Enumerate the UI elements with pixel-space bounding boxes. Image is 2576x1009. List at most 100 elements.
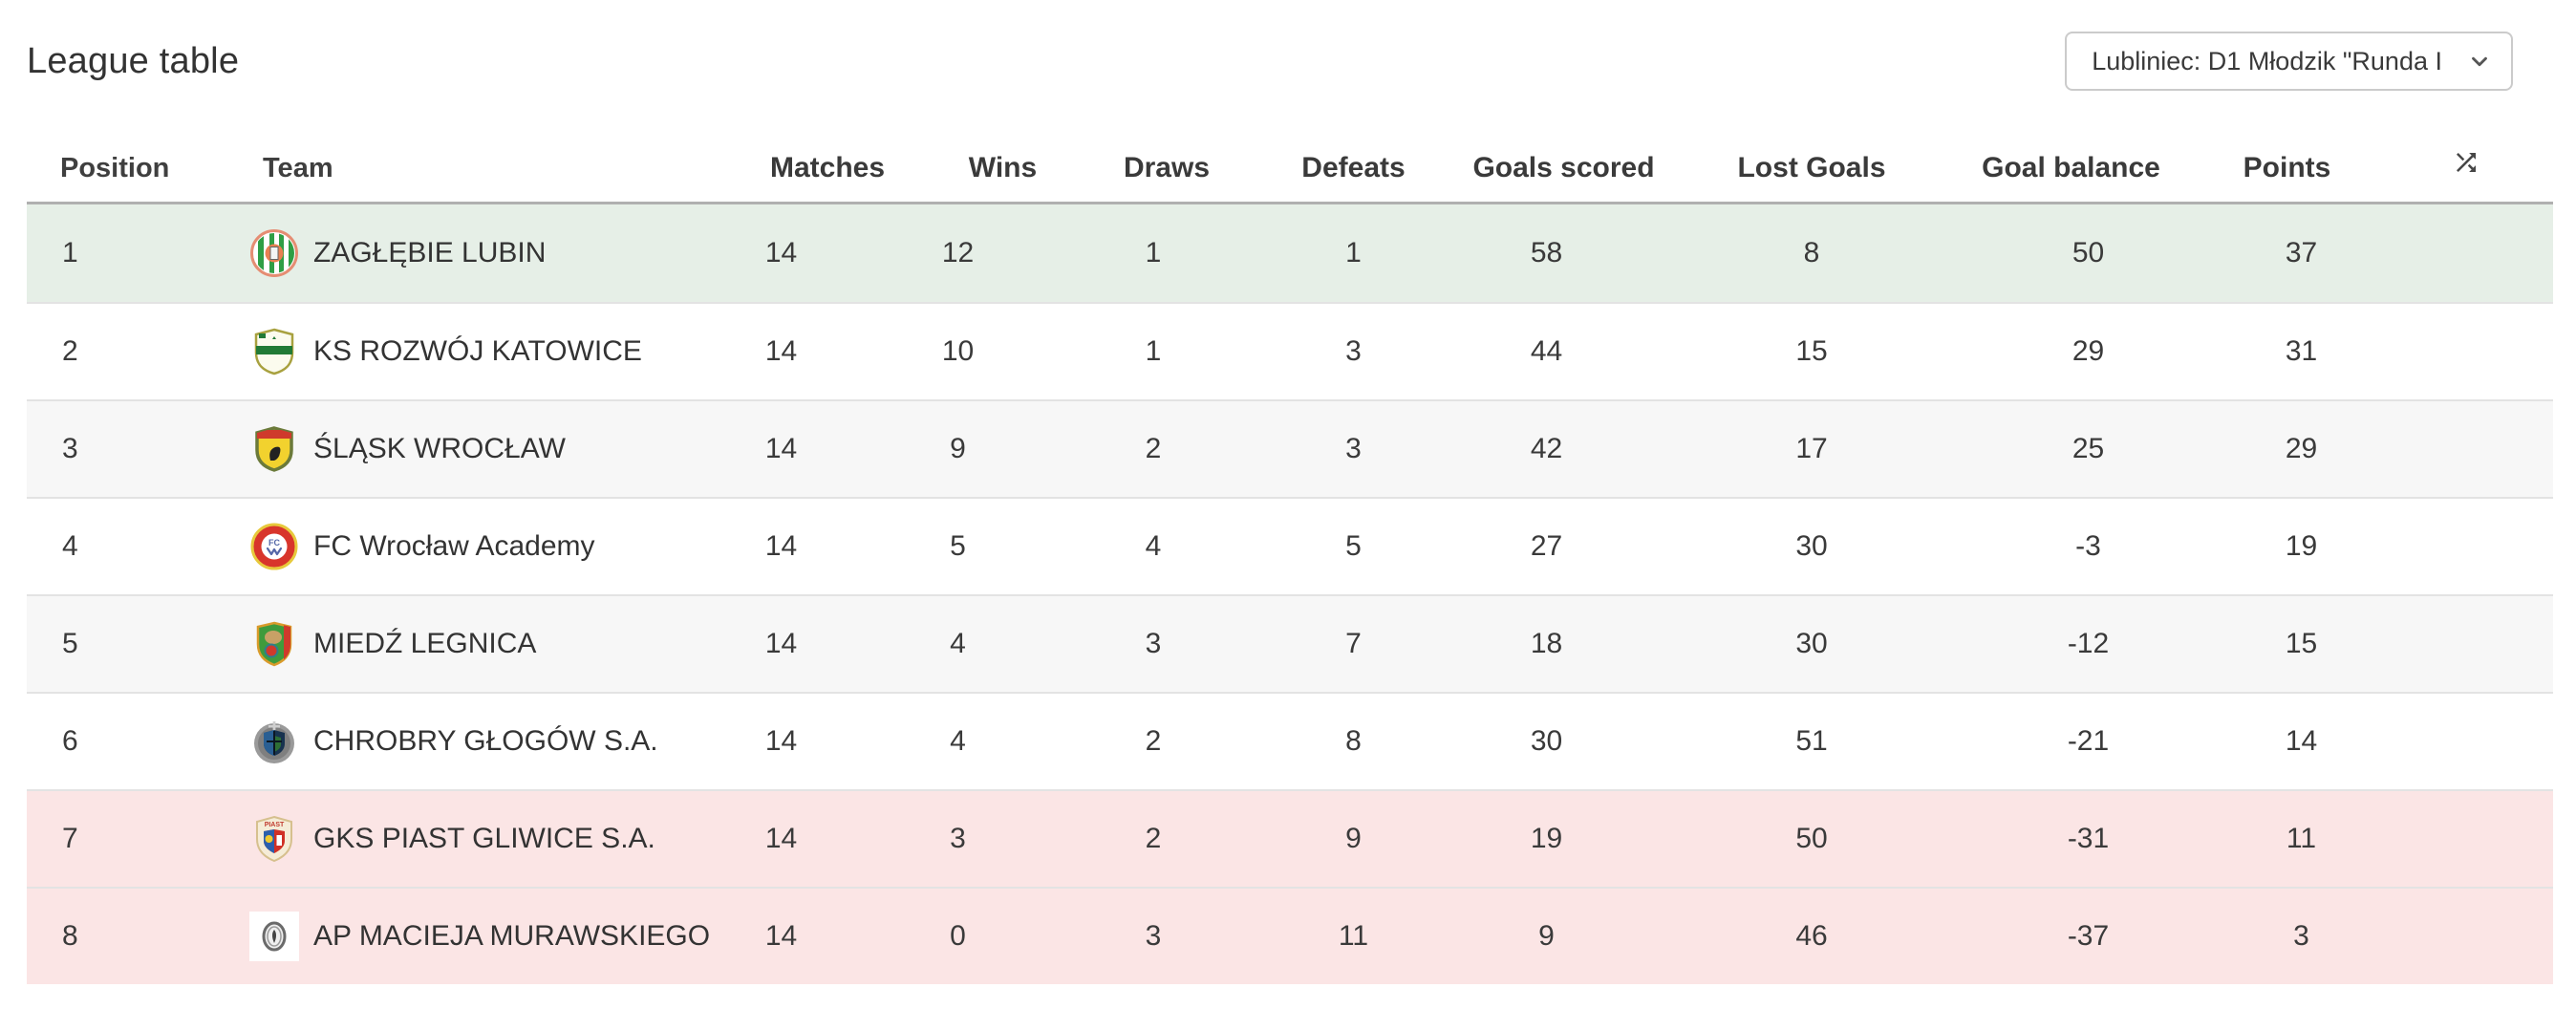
lost-goals-cell: 50 [1795, 823, 1828, 854]
wins-cell: 12 [941, 237, 975, 268]
draws-cell: 1 [1145, 237, 1162, 268]
team-badge-ap-macieja-murawskiego [248, 912, 299, 962]
team-name: GKS PIAST GLIWICE S.A. [313, 823, 655, 854]
wins-cell: 4 [950, 628, 966, 659]
col-header-lost-goals: Lost Goals [1737, 152, 1886, 183]
matches-cell: 14 [764, 920, 798, 952]
team-badge-chrobry-glogow [248, 717, 299, 767]
table-row: 1 ZAGŁĘBIE LUBIN 14 12 1 1 58 8 50 37 [27, 204, 2553, 302]
league-selector-dropdown[interactable]: Lubliniec: D1 Młodzik "Runda I [2065, 32, 2513, 91]
wins-cell: 9 [950, 433, 966, 464]
goal-balance-cell: -31 [2067, 823, 2110, 854]
league-selector-value: Lubliniec: D1 Młodzik "Runda I [2092, 46, 2442, 75]
svg-text:PIAST: PIAST [264, 822, 284, 828]
team-badge-zaglebie-lubin [248, 228, 299, 279]
draws-cell: 4 [1145, 530, 1162, 562]
position-cell: 4 [62, 530, 78, 562]
points-cell: 14 [2285, 725, 2318, 757]
position-cell: 3 [62, 433, 78, 464]
team-badge-miedz-legnica [248, 619, 299, 670]
team-cell: ZAGŁĘBIE LUBIN [204, 228, 698, 279]
points-cell: 15 [2285, 628, 2318, 659]
matches-cell: 14 [764, 823, 798, 854]
lost-goals-cell: 15 [1795, 335, 1828, 367]
lost-goals-cell: 8 [1803, 237, 1820, 268]
team-cell: FC FC Wrocław Academy [204, 522, 698, 572]
team-badge-rozwoj-katowice [248, 327, 299, 377]
points-cell: 3 [2293, 920, 2309, 952]
table-row: 2 KS ROZWÓJ KATOWICE 14 10 1 3 44 15 29 … [27, 302, 2553, 399]
lost-goals-cell: 30 [1795, 530, 1828, 562]
team-cell: PIAST GKS PIAST GLIWICE S.A. [204, 814, 698, 865]
draws-cell: 2 [1145, 823, 1162, 854]
team-cell: KS ROZWÓJ KATOWICE [204, 327, 698, 377]
table-row: 6 CHROBRY GŁOGÓW S.A. 14 4 2 8 30 51 -21… [27, 692, 2553, 789]
team-name: AP MACIEJA MURAWSKIEGO [313, 920, 711, 952]
draws-cell: 1 [1145, 335, 1162, 367]
defeats-cell: 1 [1345, 237, 1362, 268]
position-cell: 2 [62, 335, 78, 367]
goal-balance-cell: 50 [2072, 237, 2105, 268]
table-row: 4 FC FC Wrocław Academy 14 5 4 5 27 30 -… [27, 497, 2553, 594]
goal-balance-cell: -21 [2067, 725, 2110, 757]
points-cell: 37 [2285, 237, 2318, 268]
points-cell: 11 [2286, 823, 2317, 854]
col-header-wins: Wins [968, 152, 1038, 183]
draws-cell: 2 [1145, 725, 1162, 757]
matches-cell: 14 [764, 725, 798, 757]
defeats-cell: 5 [1345, 530, 1362, 562]
draws-cell: 3 [1145, 920, 1162, 952]
draws-cell: 2 [1145, 433, 1162, 464]
team-name: FC Wrocław Academy [313, 530, 595, 562]
table-row: 7 PIAST GKS PIAST GLIWICE S.A. 14 3 2 9 … [27, 789, 2553, 887]
position-cell: 8 [62, 920, 78, 952]
wins-cell: 5 [950, 530, 966, 562]
col-header-draws: Draws [1123, 152, 1211, 183]
lost-goals-cell: 51 [1795, 725, 1828, 757]
col-header-sort [2379, 148, 2553, 184]
page-title: League table [27, 40, 240, 81]
lost-goals-cell: 17 [1795, 433, 1828, 464]
shuffle-icon[interactable] [2452, 148, 2480, 177]
team-badge-slask-wroclaw [248, 424, 299, 475]
goal-balance-cell: -12 [2067, 628, 2110, 659]
col-header-goal-balance: Goal balance [1982, 152, 2160, 183]
wins-cell: 0 [950, 920, 966, 952]
col-header-team: Team [263, 153, 333, 183]
team-cell: ŚLĄSK WROCŁAW [204, 424, 698, 475]
team-name: ŚLĄSK WROCŁAW [313, 433, 566, 464]
table-row: 3 ŚLĄSK WROCŁAW 14 9 2 3 42 17 25 29 [27, 399, 2553, 497]
position-cell: 5 [62, 628, 78, 659]
top-bar: League table Lubliniec: D1 Młodzik "Rund… [0, 0, 2576, 91]
col-header-matches: Matches [770, 152, 886, 183]
col-header-goals-scored: Goals scored [1472, 152, 1655, 183]
table-row: 5 MIEDŹ LEGNICA 14 4 3 7 18 30 -12 15 [27, 594, 2553, 692]
team-name: ZAGŁĘBIE LUBIN [313, 237, 547, 268]
goal-balance-cell: 29 [2072, 335, 2105, 367]
goals-scored-cell: 19 [1530, 823, 1563, 854]
team-name: CHROBRY GŁOGÓW S.A. [313, 725, 658, 757]
matches-cell: 14 [764, 237, 798, 268]
matches-cell: 14 [764, 433, 798, 464]
goal-balance-cell: -37 [2067, 920, 2110, 952]
team-cell: MIEDŹ LEGNICA [204, 619, 698, 670]
matches-cell: 14 [764, 335, 798, 367]
goals-scored-cell: 18 [1530, 628, 1563, 659]
defeats-cell: 9 [1345, 823, 1362, 854]
position-cell: 1 [62, 237, 78, 268]
goal-balance-cell: -3 [2075, 530, 2101, 562]
defeats-cell: 11 [1338, 920, 1369, 952]
defeats-cell: 8 [1345, 725, 1362, 757]
draws-cell: 3 [1145, 628, 1162, 659]
chevron-down-icon [2467, 49, 2492, 74]
defeats-cell: 7 [1345, 628, 1362, 659]
team-name: KS ROZWÓJ KATOWICE [313, 335, 642, 367]
goals-scored-cell: 58 [1530, 237, 1563, 268]
team-name: MIEDŹ LEGNICA [313, 628, 537, 659]
goals-scored-cell: 27 [1530, 530, 1563, 562]
goals-scored-cell: 44 [1530, 335, 1563, 367]
goals-scored-cell: 42 [1530, 433, 1563, 464]
league-table: Position Team Matches Wins Draws Defeats… [27, 91, 2553, 984]
svg-text:FC: FC [268, 538, 280, 547]
defeats-cell: 3 [1345, 433, 1362, 464]
